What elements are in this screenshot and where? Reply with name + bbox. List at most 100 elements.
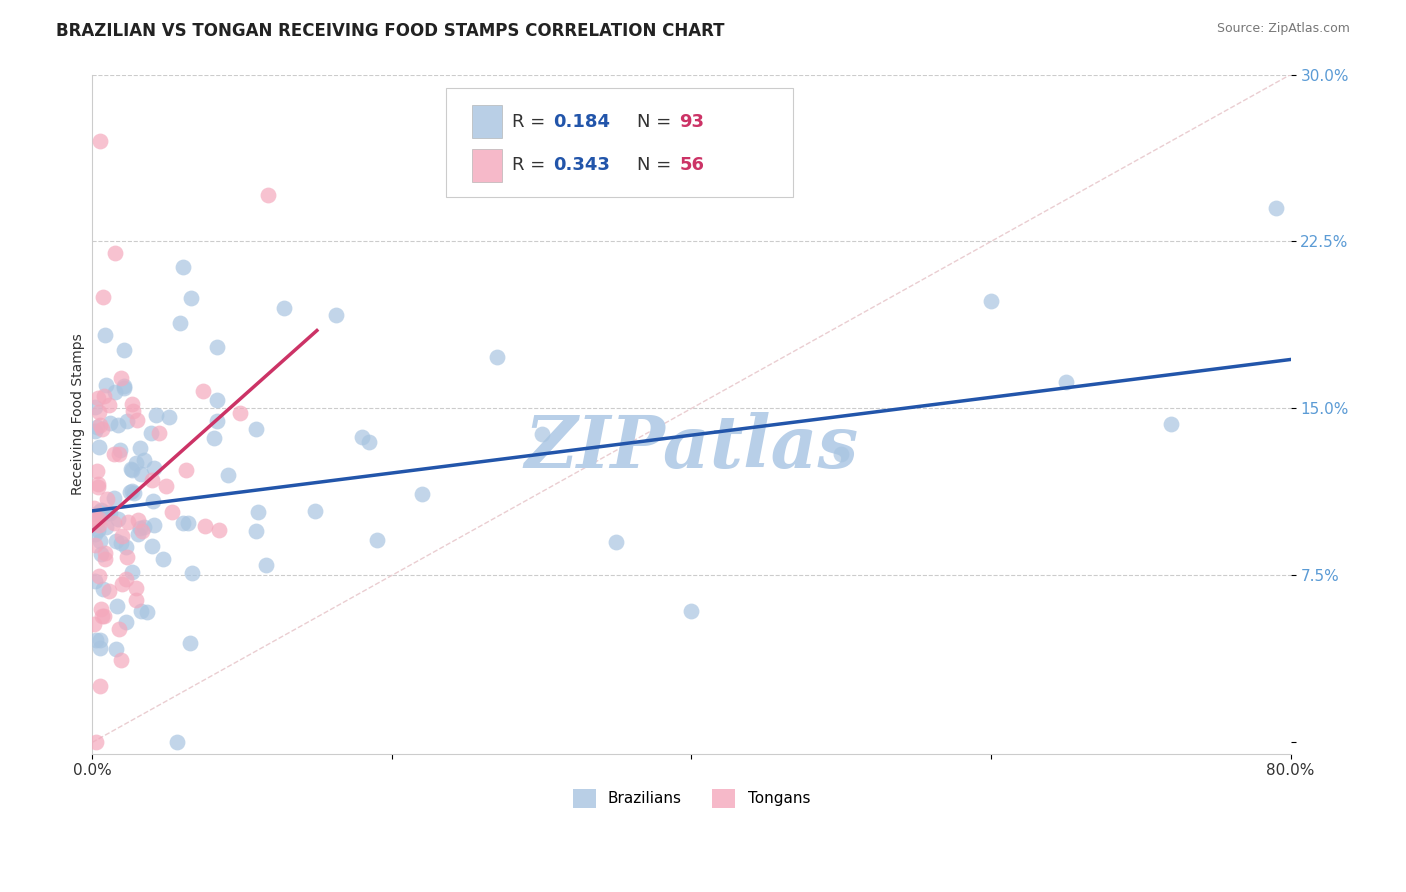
Point [121, 565, 143, 579]
Point [169, 316, 191, 330]
Point [98, 398, 121, 412]
Point [90, 548, 112, 562]
Point [107, 622, 129, 636]
Point [84, 512, 107, 526]
Point [180, 566, 202, 580]
Point [357, 434, 380, 449]
Point [172, 260, 194, 274]
Point [84, 574, 107, 588]
Point [217, 467, 239, 482]
Point [128, 521, 150, 535]
Point [89, 680, 111, 694]
Point [124, 581, 146, 595]
Text: Source: ZipAtlas.com: Source: ZipAtlas.com [1216, 22, 1350, 36]
Point [107, 511, 129, 525]
Point [83, 617, 105, 632]
Point [124, 485, 146, 500]
Point [87, 480, 110, 494]
Point [91, 290, 114, 304]
Point [84, 538, 107, 552]
Point [127, 512, 149, 526]
Point [83, 501, 105, 516]
Point [87, 405, 110, 419]
Point [89, 418, 111, 433]
Point [143, 461, 166, 475]
Point [325, 308, 347, 322]
Point [411, 487, 433, 501]
Point [830, 447, 852, 461]
Point [121, 484, 143, 499]
Point [228, 406, 250, 420]
Point [117, 515, 139, 529]
Point [118, 484, 141, 499]
Point [127, 527, 149, 541]
Point [125, 456, 148, 470]
Point [87, 477, 110, 491]
Point [105, 599, 128, 613]
Point [115, 540, 138, 554]
Point [84, 735, 107, 749]
Point [141, 473, 163, 487]
Point [202, 430, 225, 444]
Point [112, 381, 135, 395]
Point [485, 350, 508, 364]
Point [350, 430, 373, 444]
Point [93, 609, 115, 624]
Point [110, 370, 132, 384]
Point [91, 422, 114, 436]
Point [87, 523, 110, 537]
Point [141, 539, 163, 553]
Point [152, 552, 174, 566]
Point [112, 343, 135, 357]
Point [84, 507, 107, 521]
Point [104, 642, 127, 657]
Text: BRAZILIAN VS TONGAN RECEIVING FOOD STAMPS CORRELATION CHART: BRAZILIAN VS TONGAN RECEIVING FOOD STAMP… [56, 22, 724, 40]
Point [110, 536, 132, 550]
Point [111, 529, 134, 543]
Point [157, 410, 180, 425]
Point [125, 592, 148, 607]
Point [166, 735, 188, 749]
Text: R =: R = [512, 112, 551, 130]
Point [174, 463, 197, 477]
Point [191, 384, 214, 398]
Point [245, 524, 267, 538]
Point [122, 404, 145, 418]
Point [121, 463, 143, 477]
Point [114, 572, 136, 586]
Point [84, 527, 107, 541]
Text: N =: N = [637, 156, 678, 174]
Point [89, 512, 111, 526]
Point [125, 412, 148, 426]
Text: 93: 93 [679, 112, 704, 130]
Point [87, 391, 110, 405]
Point [256, 188, 278, 202]
Point [980, 293, 1002, 308]
Point [90, 602, 112, 616]
Text: 0.184: 0.184 [554, 112, 610, 130]
Point [120, 461, 142, 475]
Point [96, 520, 118, 534]
Point [129, 441, 152, 455]
Text: 56: 56 [679, 156, 704, 174]
Legend: Brazilians, Tongans: Brazilians, Tongans [567, 783, 815, 814]
Point [139, 425, 162, 440]
Point [111, 577, 134, 591]
Point [84, 424, 107, 438]
Point [84, 400, 107, 414]
Point [132, 520, 155, 534]
Point [107, 417, 129, 432]
Point [117, 414, 139, 428]
Point [86, 632, 108, 647]
Point [94, 546, 117, 560]
Point [247, 505, 270, 519]
Point [155, 479, 177, 493]
Point [160, 505, 183, 519]
Point [1054, 375, 1077, 389]
Point [112, 378, 135, 392]
Point [366, 533, 388, 548]
Point [205, 392, 228, 407]
Point [89, 641, 111, 656]
Y-axis label: Receiving Food Stamps: Receiving Food Stamps [72, 333, 86, 495]
Point [254, 558, 277, 572]
